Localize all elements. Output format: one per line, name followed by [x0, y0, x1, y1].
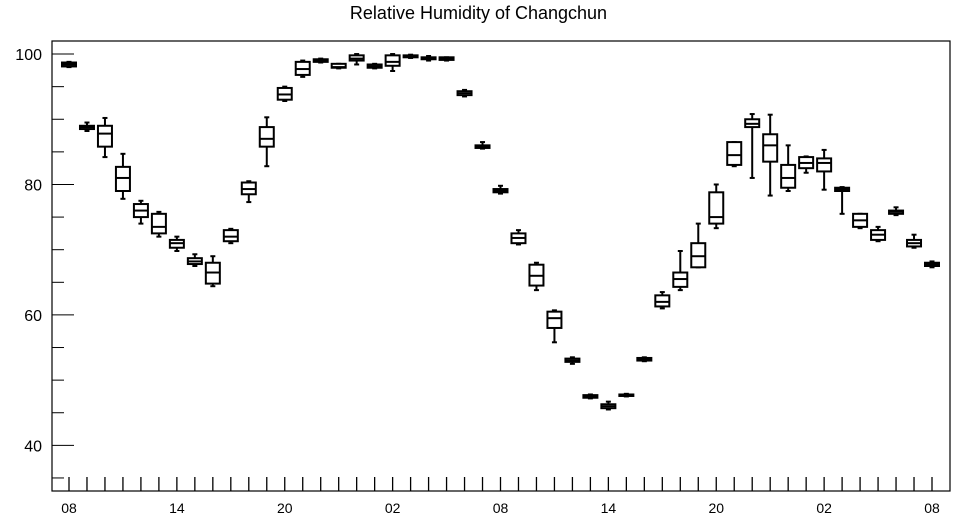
- x-tick-label: 02: [816, 500, 832, 516]
- box-17: [366, 62, 383, 70]
- x-tick-label: 08: [61, 500, 77, 516]
- box-37: [726, 141, 743, 168]
- box-body: [708, 191, 725, 225]
- box-body: [726, 141, 743, 166]
- box-25: [510, 229, 527, 246]
- box-32: [636, 356, 653, 363]
- box-35: [690, 222, 707, 269]
- box-22: [456, 88, 473, 98]
- box-34: [672, 250, 689, 292]
- box-38: [744, 113, 761, 179]
- box-body: [258, 126, 275, 148]
- box-15: [330, 62, 347, 70]
- box-28: [564, 356, 581, 365]
- box-46: [888, 206, 905, 217]
- box-20: [420, 55, 437, 62]
- box-3: [114, 152, 131, 200]
- x-tick-label: 08: [493, 500, 509, 516]
- x-tick-label: 20: [708, 500, 724, 516]
- box-26: [528, 261, 545, 292]
- box-body: [384, 54, 401, 67]
- box-8: [204, 255, 221, 288]
- box-body: [816, 157, 833, 173]
- box-27: [546, 309, 563, 344]
- chart-title: Relative Humidity of Changchun: [349, 3, 608, 23]
- y-tick-label: 80: [24, 177, 42, 194]
- box-body: [762, 133, 779, 163]
- box-44: [852, 212, 869, 230]
- box-body: [96, 124, 113, 148]
- y-tick-label: 100: [15, 47, 42, 64]
- box-16: [348, 53, 365, 66]
- box-40: [780, 144, 797, 192]
- box-9: [222, 227, 239, 245]
- box-24: [492, 184, 509, 195]
- x-tick-label: 14: [169, 500, 185, 516]
- box-48: [924, 260, 940, 269]
- box-19: [402, 53, 419, 59]
- box-4: [132, 199, 149, 225]
- box-5: [150, 210, 167, 238]
- box-14: [312, 57, 329, 64]
- box-43: [834, 186, 851, 215]
- box-31: [618, 392, 635, 398]
- box-body: [150, 212, 167, 235]
- x-tick-label: 08: [924, 500, 940, 516]
- box-1: [78, 121, 95, 132]
- box-47: [906, 233, 923, 249]
- box-7: [186, 253, 203, 267]
- box-42: [816, 148, 833, 191]
- box-body: [780, 163, 797, 189]
- box-13: [294, 59, 311, 78]
- box-41: [798, 155, 815, 174]
- box-45: [870, 225, 887, 243]
- box-30: [600, 400, 617, 411]
- box-39: [762, 113, 779, 197]
- box-12: [276, 85, 293, 102]
- box-23: [474, 141, 491, 150]
- y-tick-label: 60: [24, 308, 42, 325]
- plot-frame: [51, 40, 951, 492]
- box-body: [546, 310, 563, 329]
- box-2: [96, 116, 113, 159]
- box-0: [61, 60, 77, 69]
- box-6: [168, 235, 185, 252]
- y-tick-label: 40: [24, 438, 42, 455]
- box-36: [708, 183, 725, 230]
- x-tick-label: 20: [277, 500, 293, 516]
- box-21: [438, 56, 455, 62]
- box-11: [258, 116, 275, 168]
- box-10: [240, 180, 257, 204]
- box-18: [384, 53, 401, 72]
- x-tick-label: 14: [601, 500, 617, 516]
- x-tick-label: 02: [385, 500, 401, 516]
- box-33: [654, 291, 671, 310]
- box-29: [582, 393, 599, 400]
